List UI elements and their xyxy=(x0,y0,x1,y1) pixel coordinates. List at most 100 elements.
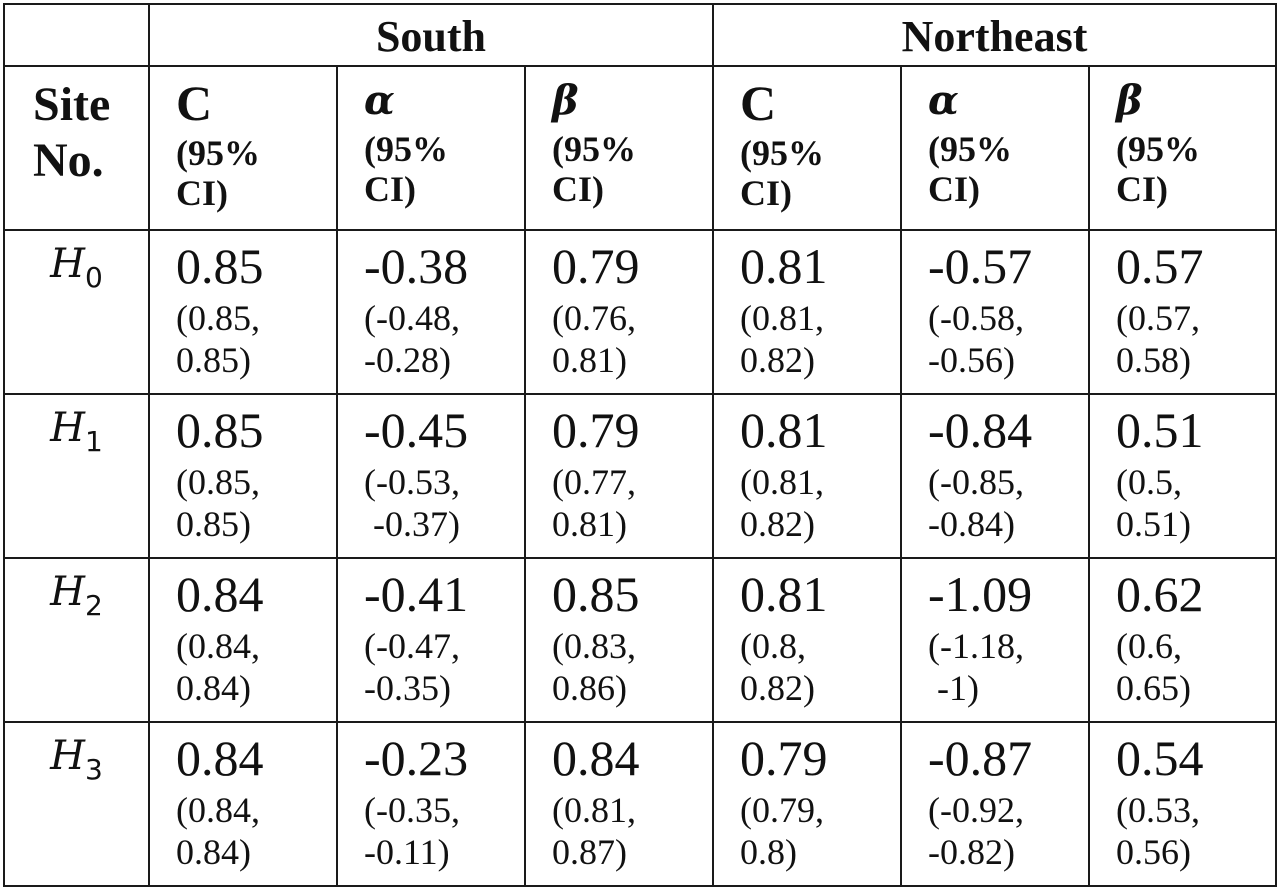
estimate: 0.57 xyxy=(1116,238,1204,294)
table-row: H0 0.85 (0.85, 0.85) -0.38 (-0.48, -0.28) … xyxy=(3,229,1277,395)
table-row: H2 0.84 (0.84, 0.84) -0.41 (-0.47, -0.35) … xyxy=(3,557,1277,723)
value-cell: -0.45 (-0.53, -0.37) xyxy=(336,393,526,559)
value-cell: 0.85 (0.85, 0.85) xyxy=(148,229,338,395)
confidence-interval: (0.84, 0.84) xyxy=(176,790,260,872)
confidence-interval: (-0.92, -0.82) xyxy=(928,790,1024,872)
confidence-interval: (-1.18, -1) xyxy=(928,626,1024,708)
estimate: 0.85 xyxy=(176,238,264,294)
param-header-northeast-alpha: α (95% CI) xyxy=(900,65,1090,231)
estimate: -0.87 xyxy=(928,730,1033,786)
estimate: -0.45 xyxy=(364,402,469,458)
confidence-interval: (-0.53, -0.37) xyxy=(364,462,460,544)
param-ci-label: (95% CI) xyxy=(364,129,448,209)
estimate: 0.84 xyxy=(176,730,264,786)
confidence-interval: (0.79, 0.8) xyxy=(740,790,824,872)
site-subscript: 1 xyxy=(85,425,103,458)
param-ci-label: (95% CI) xyxy=(928,129,1012,209)
site-cell: H3 xyxy=(3,721,150,887)
value-cell: 0.62 (0.6, 0.65) xyxy=(1088,557,1277,723)
confidence-interval: (-0.58, -0.56) xyxy=(928,298,1024,380)
param-header-northeast-beta: β (95% CI) xyxy=(1088,65,1277,231)
confidence-interval: (-0.48, -0.28) xyxy=(364,298,460,380)
confidence-interval: (-0.47, -0.35) xyxy=(364,626,460,708)
value-cell: 0.81 (0.8, 0.82) xyxy=(712,557,902,723)
value-cell: 0.51 (0.5, 0.51) xyxy=(1088,393,1277,559)
confidence-interval: (-0.85, -0.84) xyxy=(928,462,1024,544)
estimate: -0.23 xyxy=(364,730,469,786)
param-header-northeast-c: C (95% CI) xyxy=(712,65,902,231)
table-row: H1 0.85 (0.85, 0.85) -0.45 (-0.53, -0.37) … xyxy=(3,393,1277,559)
param-header-south-beta: β (95% CI) xyxy=(524,65,714,231)
estimate: 0.81 xyxy=(740,566,828,622)
value-cell: 0.85 (0.83, 0.86) xyxy=(524,557,714,723)
confidence-interval: (0.57, 0.58) xyxy=(1116,298,1200,380)
confidence-interval: (0.8, 0.82) xyxy=(740,626,815,708)
value-cell: 0.85 (0.85, 0.85) xyxy=(148,393,338,559)
estimate: 0.85 xyxy=(552,566,640,622)
param-symbol: C xyxy=(176,75,213,131)
estimate: 0.79 xyxy=(552,402,640,458)
confidence-interval: (0.81, 0.87) xyxy=(552,790,636,872)
confidence-interval: (0.53, 0.56) xyxy=(1116,790,1200,872)
confidence-interval: (0.83, 0.86) xyxy=(552,626,636,708)
estimate: 0.81 xyxy=(740,238,828,294)
estimate: 0.54 xyxy=(1116,730,1204,786)
confidence-interval: (0.5, 0.51) xyxy=(1116,462,1191,544)
estimate: -0.38 xyxy=(364,238,469,294)
confidence-interval: (0.81, 0.82) xyxy=(740,298,824,380)
value-cell: -0.41 (-0.47, -0.35) xyxy=(336,557,526,723)
estimate: -0.84 xyxy=(928,402,1033,458)
value-cell: 0.84 (0.84, 0.84) xyxy=(148,721,338,887)
confidence-interval: (0.85, 0.85) xyxy=(176,298,260,380)
site-subscript: 2 xyxy=(85,589,103,622)
param-symbol: C xyxy=(740,75,777,131)
group-header-northeast: Northeast xyxy=(712,3,1277,67)
site-cell: H2 xyxy=(3,557,150,723)
site-label: H xyxy=(50,569,86,615)
confidence-interval: (0.84, 0.84) xyxy=(176,626,260,708)
estimate: -0.57 xyxy=(928,238,1033,294)
site-label: H xyxy=(50,241,86,287)
estimate: 0.62 xyxy=(1116,566,1204,622)
estimate: 0.84 xyxy=(552,730,640,786)
group-header-row: South Northeast xyxy=(3,3,1277,67)
estimate: -0.41 xyxy=(364,566,469,622)
value-cell: 0.57 (0.57, 0.58) xyxy=(1088,229,1277,395)
estimate: 0.81 xyxy=(740,402,828,458)
estimate: 0.84 xyxy=(176,566,264,622)
param-ci-label: (95% CI) xyxy=(552,129,636,209)
value-cell: 0.54 (0.53, 0.56) xyxy=(1088,721,1277,887)
site-label: H xyxy=(50,733,86,779)
value-cell: -1.09 (-1.18, -1) xyxy=(900,557,1090,723)
site-subscript: 3 xyxy=(85,753,103,786)
confidence-interval: (-0.35, -0.11) xyxy=(364,790,460,872)
param-header-south-c: C (95% CI) xyxy=(148,65,338,231)
confidence-interval: (0.81, 0.82) xyxy=(740,462,824,544)
value-cell: -0.84 (-0.85, -0.84) xyxy=(900,393,1090,559)
value-cell: 0.79 (0.79, 0.8) xyxy=(712,721,902,887)
table-row: H3 0.84 (0.84, 0.84) -0.23 (-0.35, -0.11) … xyxy=(3,721,1277,887)
value-cell: -0.38 (-0.48, -0.28) xyxy=(336,229,526,395)
value-cell: 0.84 (0.81, 0.87) xyxy=(524,721,714,887)
param-symbol: α xyxy=(364,77,395,124)
value-cell: 0.81 (0.81, 0.82) xyxy=(712,393,902,559)
results-table: South Northeast Site No. C (95% CI) α (9… xyxy=(3,3,1277,887)
estimate: -1.09 xyxy=(928,566,1033,622)
site-label: H xyxy=(50,405,86,451)
param-symbol: β xyxy=(552,77,579,124)
confidence-interval: (0.6, 0.65) xyxy=(1116,626,1191,708)
site-no-header: Site No. xyxy=(3,65,150,231)
estimate: 0.51 xyxy=(1116,402,1204,458)
confidence-interval: (0.85, 0.85) xyxy=(176,462,260,544)
param-symbol: α xyxy=(928,77,959,124)
param-ci-label: (95% CI) xyxy=(740,133,824,213)
value-cell: 0.84 (0.84, 0.84) xyxy=(148,557,338,723)
site-cell: H1 xyxy=(3,393,150,559)
value-cell: 0.79 (0.77, 0.81) xyxy=(524,393,714,559)
estimate: 0.85 xyxy=(176,402,264,458)
param-ci-label: (95% CI) xyxy=(176,133,260,213)
value-cell: -0.87 (-0.92, -0.82) xyxy=(900,721,1090,887)
site-subscript: 0 xyxy=(85,261,103,294)
param-ci-label: (95% CI) xyxy=(1116,129,1200,209)
value-cell: 0.79 (0.76, 0.81) xyxy=(524,229,714,395)
